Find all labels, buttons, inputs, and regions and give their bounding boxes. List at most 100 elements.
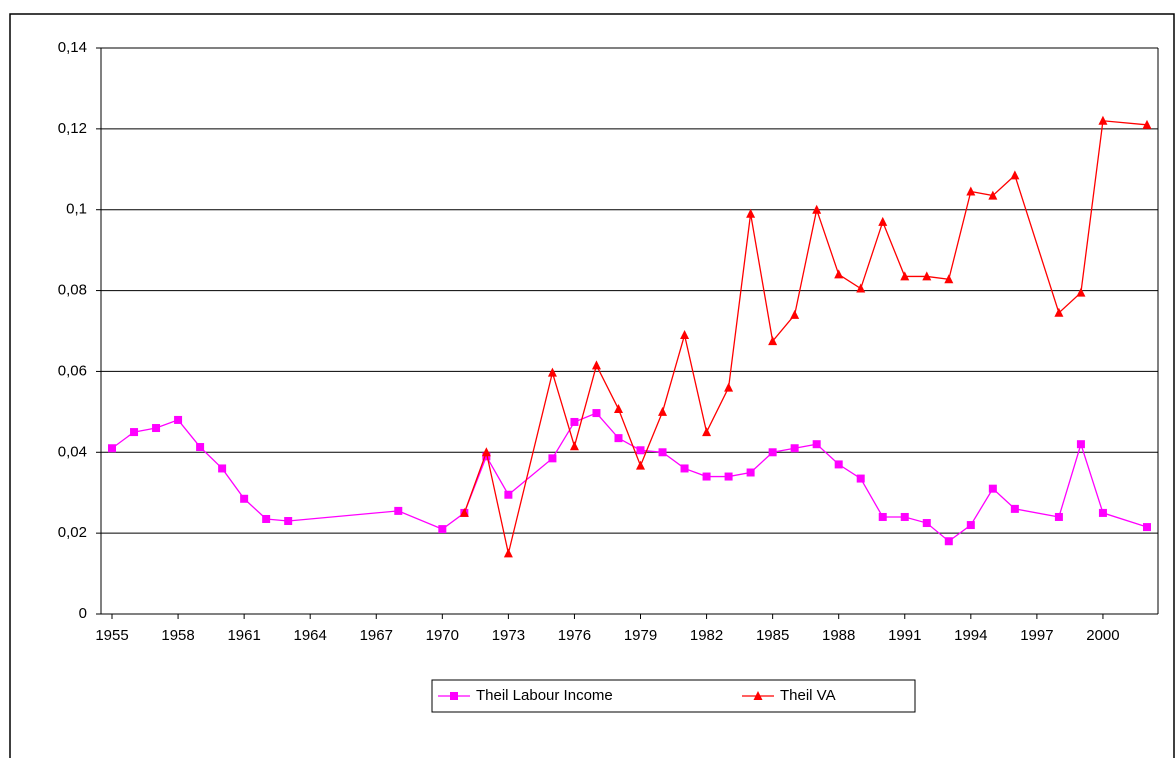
data-point <box>768 448 777 457</box>
data-point <box>636 460 646 470</box>
data-point <box>1010 504 1019 513</box>
data-point <box>570 417 579 426</box>
data-point <box>438 525 447 534</box>
data-point <box>658 448 667 457</box>
data-point <box>218 464 227 473</box>
data-point <box>614 434 623 443</box>
data-point <box>812 204 822 214</box>
data-point <box>503 548 513 558</box>
data-point <box>878 512 887 521</box>
data-point <box>394 506 403 515</box>
data-point <box>900 512 909 521</box>
y-tick-label: 0,14 <box>58 39 87 56</box>
y-tick-label: 0,1 <box>66 201 87 218</box>
data-point <box>856 283 866 293</box>
data-point <box>966 521 975 530</box>
data-point <box>130 428 139 437</box>
data-point <box>613 404 623 414</box>
y-tick-label: 0,12 <box>58 120 87 137</box>
data-point <box>1010 170 1020 180</box>
data-point <box>834 460 843 469</box>
data-point <box>680 330 690 340</box>
data-point <box>922 519 931 528</box>
data-point <box>482 452 491 461</box>
x-tick-label: 1988 <box>822 627 855 644</box>
chart-frame <box>9 13 1175 758</box>
x-tick-label: 1979 <box>624 627 657 644</box>
data-point <box>262 514 271 523</box>
data-point <box>240 494 249 503</box>
y-tick-label: 0,04 <box>58 443 87 460</box>
data-point <box>1054 512 1063 521</box>
data-point <box>284 517 293 526</box>
x-tick-label: 1997 <box>1020 627 1053 644</box>
legend-marker <box>450 692 458 700</box>
data-point <box>504 490 513 499</box>
data-point <box>702 427 712 437</box>
data-point <box>108 444 117 453</box>
data-point <box>746 468 755 477</box>
data-point <box>1076 287 1086 297</box>
data-point <box>856 474 865 483</box>
data-point <box>152 424 161 433</box>
legend-label: Theil VA <box>780 687 836 704</box>
data-point <box>988 190 998 200</box>
data-point <box>944 274 954 284</box>
data-point <box>790 309 800 319</box>
x-tick-label: 1991 <box>888 627 921 644</box>
data-point <box>966 186 976 196</box>
y-tick-label: 0,06 <box>58 362 87 379</box>
y-tick-label: 0 <box>79 605 87 622</box>
x-tick-label: 2000 <box>1086 627 1119 644</box>
x-tick-label: 1955 <box>95 627 128 644</box>
data-point <box>900 271 910 281</box>
x-tick-label: 1964 <box>294 627 327 644</box>
x-tick-label: 1985 <box>756 627 789 644</box>
data-point <box>591 360 601 370</box>
x-tick-label: 1982 <box>690 627 723 644</box>
data-point <box>548 454 557 463</box>
y-tick-label: 0,02 <box>58 524 87 541</box>
x-tick-label: 1970 <box>426 627 459 644</box>
series-line <box>111 412 1148 543</box>
data-point <box>547 367 557 377</box>
data-point <box>724 472 733 481</box>
data-point <box>1076 440 1085 449</box>
data-point <box>1054 307 1064 317</box>
data-point <box>636 446 645 455</box>
data-point <box>922 271 932 281</box>
data-point <box>459 507 469 517</box>
x-tick-label: 1961 <box>227 627 260 644</box>
data-point <box>988 484 997 493</box>
data-point <box>702 472 711 481</box>
data-point <box>680 464 689 473</box>
data-point <box>569 441 579 451</box>
x-tick-label: 1976 <box>558 627 591 644</box>
data-point <box>196 443 205 452</box>
legend-label: Theil Labour Income <box>476 687 613 704</box>
legend-box <box>431 679 916 713</box>
data-point <box>768 336 778 346</box>
data-point <box>1098 115 1108 125</box>
data-point <box>658 406 668 416</box>
data-point <box>834 269 844 279</box>
data-point <box>724 382 734 392</box>
x-tick-label: 1958 <box>161 627 194 644</box>
legend-marker <box>753 691 763 700</box>
data-point <box>944 537 953 546</box>
data-point <box>481 447 491 457</box>
x-tick-label: 1994 <box>954 627 987 644</box>
data-point <box>1142 119 1152 129</box>
data-point <box>878 216 888 226</box>
data-point <box>592 409 601 418</box>
y-tick-label: 0,08 <box>58 282 87 299</box>
data-point <box>1098 508 1107 517</box>
data-point <box>746 208 756 218</box>
x-tick-label: 1967 <box>360 627 393 644</box>
data-point <box>812 440 821 449</box>
data-point <box>1142 523 1151 532</box>
data-point <box>174 415 183 424</box>
x-tick-label: 1973 <box>492 627 525 644</box>
data-point <box>790 444 799 453</box>
